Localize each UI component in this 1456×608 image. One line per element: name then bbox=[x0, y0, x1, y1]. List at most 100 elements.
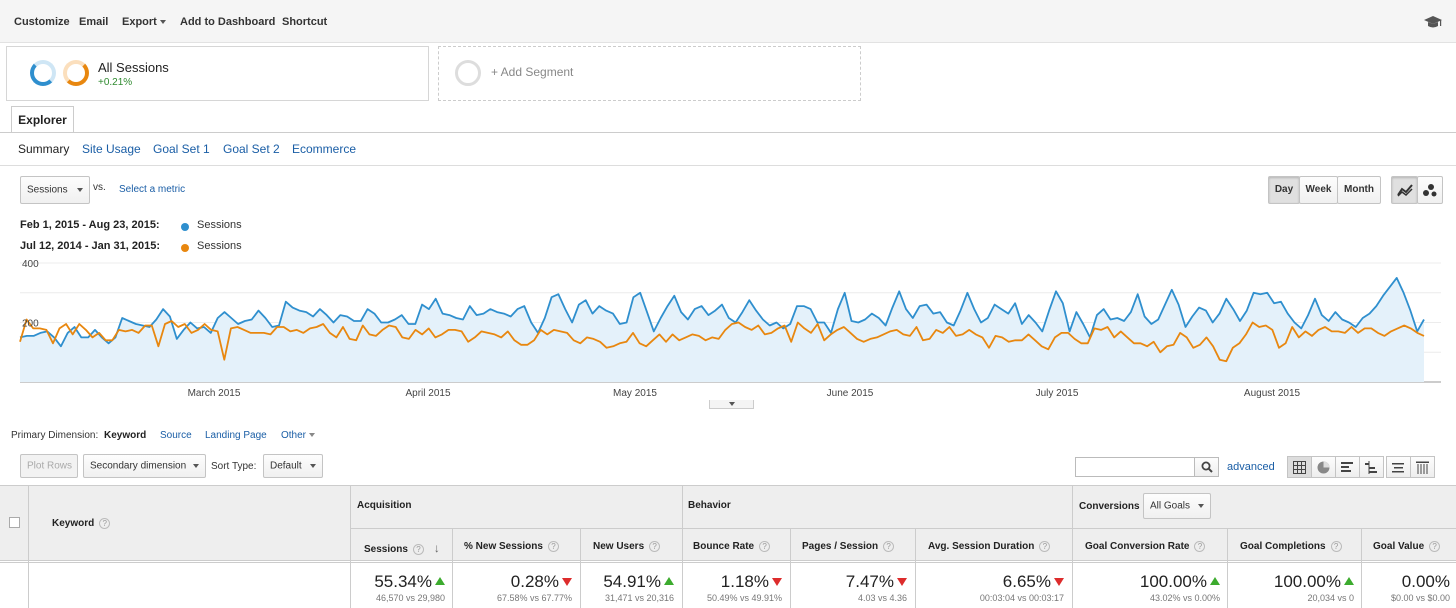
help-icon[interactable]: ? bbox=[1194, 541, 1206, 552]
plot-rows-button[interactable]: Plot Rows bbox=[20, 454, 78, 478]
sort-type-select[interactable]: Default bbox=[263, 454, 323, 478]
help-icon[interactable]: ? bbox=[759, 541, 771, 552]
metric-value: 6.65% bbox=[980, 572, 1064, 592]
subtab-site-usage[interactable]: Site Usage bbox=[82, 142, 141, 156]
col-goal-value[interactable]: Goal Value? bbox=[1373, 541, 1441, 552]
col-bounce-rate-label: Bounce Rate bbox=[693, 541, 755, 553]
vs-label: vs. bbox=[93, 182, 106, 193]
customize-button[interactable]: Customize bbox=[14, 16, 70, 28]
performance-view-button[interactable] bbox=[1335, 456, 1360, 478]
sort-arrow-icon[interactable]: ↓ bbox=[433, 541, 440, 555]
search-button[interactable] bbox=[1194, 457, 1219, 477]
subtab-ecommerce[interactable]: Ecommerce bbox=[292, 142, 357, 156]
metric-value: 100.00% bbox=[1140, 572, 1220, 592]
add-to-dashboard-button[interactable]: Add to Dashboard bbox=[180, 16, 276, 28]
y-tick-label: 200 bbox=[22, 319, 39, 330]
down-arrow-icon bbox=[562, 578, 572, 586]
help-icon[interactable]: ? bbox=[1039, 541, 1051, 552]
sort-type-value: Default bbox=[270, 460, 302, 472]
segment-ring-icon bbox=[30, 60, 56, 86]
metric-value: 100.00% bbox=[1274, 572, 1354, 592]
metric-value: 54.91% bbox=[603, 572, 674, 592]
help-icon[interactable]: ? bbox=[547, 541, 559, 552]
motion-chart-button[interactable] bbox=[1417, 176, 1443, 204]
email-button[interactable]: Email bbox=[79, 16, 109, 28]
pivot-icon bbox=[1416, 461, 1429, 474]
pie-view-button[interactable] bbox=[1311, 456, 1336, 478]
dimension-landing-page[interactable]: Landing Page bbox=[205, 430, 267, 441]
chevron-down-icon bbox=[159, 20, 166, 25]
metric-select[interactable]: Sessions bbox=[20, 176, 90, 204]
week-button[interactable]: Week bbox=[1299, 176, 1338, 204]
graduation-cap-icon[interactable] bbox=[1424, 14, 1442, 30]
term-cloud-view-button[interactable] bbox=[1386, 456, 1411, 478]
legend-metric-current: Sessions bbox=[197, 219, 242, 231]
col-new-sessions[interactable]: % New Sessions? bbox=[464, 541, 559, 552]
select-metric-link[interactable]: Select a metric bbox=[119, 184, 186, 195]
segment-title: All Sessions bbox=[98, 60, 169, 75]
metric-pages-session: 7.47% 4.03 vs 4.36 bbox=[846, 572, 907, 603]
day-button[interactable]: Day bbox=[1268, 176, 1300, 204]
metric-value: 55.34% bbox=[374, 572, 445, 592]
tab-explorer[interactable]: Explorer bbox=[11, 106, 74, 133]
add-segment-button[interactable]: + Add Segment bbox=[438, 46, 861, 101]
conversions-group-header: Conversions bbox=[1079, 501, 1140, 512]
series-area bbox=[20, 277, 1424, 382]
help-icon[interactable]: ? bbox=[99, 518, 111, 529]
dimension-keyword[interactable]: Keyword bbox=[104, 430, 147, 441]
behavior-group-header: Behavior bbox=[688, 500, 731, 511]
help-icon[interactable]: ? bbox=[1429, 541, 1441, 552]
col-goal-completions[interactable]: Goal Completions? bbox=[1240, 541, 1342, 552]
dimension-other-label: Other bbox=[281, 430, 307, 441]
help-icon[interactable]: ? bbox=[1330, 541, 1342, 552]
subtab-goal-set-1[interactable]: Goal Set 1 bbox=[153, 142, 210, 156]
help-icon[interactable]: ? bbox=[412, 543, 424, 555]
chart-ticks: 400 200 March 2015 April 2015 May 2015 June 2… bbox=[22, 259, 1301, 399]
col-pages-session[interactable]: Pages / Session? bbox=[802, 541, 895, 552]
table-search-input[interactable] bbox=[1075, 457, 1195, 477]
goals-select[interactable]: All Goals bbox=[1143, 493, 1211, 519]
y-tick-label: 400 bbox=[22, 259, 39, 270]
secondary-dimension-select[interactable]: Secondary dimension bbox=[83, 454, 206, 478]
help-icon[interactable]: ? bbox=[649, 541, 661, 552]
x-tick-label: May 2015 bbox=[613, 388, 657, 399]
segment-all-sessions[interactable]: All Sessions +0.21% bbox=[6, 46, 429, 101]
subtab-summary[interactable]: Summary bbox=[18, 142, 70, 156]
col-avg-session-duration[interactable]: Avg. Session Duration? bbox=[928, 541, 1051, 552]
subtab-goal-set-2[interactable]: Goal Set 2 bbox=[223, 142, 280, 156]
export-button[interactable]: Export bbox=[122, 16, 166, 28]
help-icon[interactable]: ? bbox=[883, 541, 895, 552]
report-toolbar: Customize Email Export Add to Dashboard … bbox=[0, 0, 1456, 43]
keyword-column-header[interactable]: Keyword? bbox=[52, 518, 111, 529]
table-header bbox=[0, 485, 1456, 561]
col-goal-conversion-rate[interactable]: Goal Conversion Rate? bbox=[1085, 541, 1206, 552]
select-all-checkbox[interactable] bbox=[9, 517, 20, 528]
divider bbox=[790, 562, 791, 608]
legend-range-previous: Jul 12, 2014 - Jan 31, 2015: bbox=[20, 240, 161, 252]
col-new-users[interactable]: New Users? bbox=[593, 541, 661, 552]
legend-metric-previous: Sessions bbox=[197, 240, 242, 252]
legend-dot-previous bbox=[181, 244, 189, 252]
metric-new-users: 54.91% 31,471 vs 20,316 bbox=[603, 572, 674, 603]
sessions-line-chart[interactable]: 400 200 March 2015 April 2015 May 2015 June 2… bbox=[0, 258, 1456, 400]
metric-change: 6.65% bbox=[1002, 572, 1051, 591]
col-bounce-rate[interactable]: Bounce Rate? bbox=[693, 541, 771, 553]
comparison-view-button[interactable] bbox=[1359, 456, 1384, 478]
advanced-filter-link[interactable]: advanced bbox=[1227, 461, 1275, 473]
pivot-view-button[interactable] bbox=[1410, 456, 1435, 478]
empty-ring-icon bbox=[455, 60, 481, 86]
line-chart-button[interactable] bbox=[1391, 176, 1418, 204]
metric-bounce-rate: 1.18% 50.49% vs 49.91% bbox=[707, 572, 782, 603]
term-cloud-icon bbox=[1392, 463, 1404, 473]
metric-value: 0.00% bbox=[1391, 572, 1450, 592]
chart-resize-handle[interactable] bbox=[709, 400, 754, 409]
down-arrow-icon bbox=[897, 578, 907, 586]
down-arrow-icon bbox=[1054, 578, 1064, 586]
dimension-source[interactable]: Source bbox=[160, 430, 192, 441]
shortcut-button[interactable]: Shortcut bbox=[282, 16, 328, 28]
col-sessions[interactable]: Sessions? ↓ bbox=[364, 541, 440, 555]
divider bbox=[452, 562, 453, 608]
month-button[interactable]: Month bbox=[1337, 176, 1381, 204]
table-view-button[interactable] bbox=[1287, 456, 1312, 478]
dimension-other[interactable]: Other bbox=[281, 430, 315, 441]
